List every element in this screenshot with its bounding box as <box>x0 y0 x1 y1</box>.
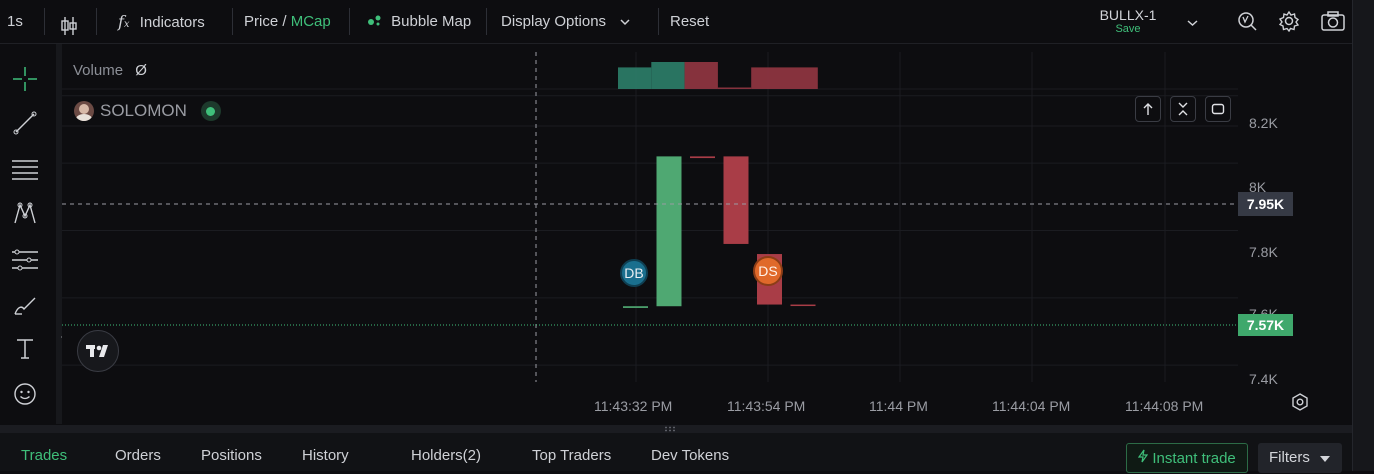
save-label[interactable]: Save <box>1115 23 1141 35</box>
time-tick: 11:44:04 PM <box>992 398 1071 414</box>
volume-bar <box>651 62 685 89</box>
bubble-map-label: Bubble Map <box>391 13 472 30</box>
series-legend: SOLOMON <box>74 100 221 122</box>
gear-icon[interactable] <box>1278 10 1300 36</box>
collapse-button[interactable] <box>1170 96 1196 122</box>
time-tick: 11:43:32 PM <box>594 398 673 414</box>
fib-tools-icon[interactable] <box>8 243 42 277</box>
price-mcap-toggle[interactable]: Price / MCap <box>244 0 331 43</box>
candle-series <box>623 156 816 308</box>
collapse-icon <box>1178 102 1188 116</box>
camera-icon[interactable] <box>1320 10 1346 36</box>
volume-label: Volume <box>73 62 124 79</box>
price-label: Price <box>244 13 279 30</box>
lightning-icon <box>1138 449 1152 467</box>
candles-icon[interactable] <box>60 11 78 35</box>
indicators-button[interactable]: fx Indicators <box>118 0 205 43</box>
volume-bar <box>784 67 818 89</box>
time-axis[interactable]: 11:43:32 PM 11:43:54 PM 11:44 PM 11:44:0… <box>62 384 1238 422</box>
indicators-label: Indicators <box>139 14 205 31</box>
token-name: SOLOMON <box>100 101 187 120</box>
last-price-label: 7.57K <box>1238 314 1293 336</box>
price-axis[interactable]: 8.2K 8K 7.8K 7.6K 7.4K 7.95K 7.57K <box>1238 52 1352 422</box>
tab-orders[interactable]: Orders <box>115 447 161 464</box>
volume-bar <box>618 67 652 89</box>
dev-sell-marker[interactable]: DS <box>753 256 783 286</box>
token-avatar <box>74 101 94 121</box>
reset-button[interactable]: Reset <box>670 13 710 30</box>
volume-bar <box>717 87 752 89</box>
candle <box>723 156 749 244</box>
candle <box>690 156 715 159</box>
layout-selector[interactable]: BULLX-1 Save <box>1096 7 1160 35</box>
toolbar-divider <box>56 44 62 424</box>
tab-holders[interactable]: Holders(2) <box>411 447 482 464</box>
display-options-label: Display Options <box>501 13 607 30</box>
bubble-map-button[interactable]: Bubble Map <box>367 0 471 43</box>
arrow-up-icon <box>1143 103 1153 115</box>
tradingview-logo-icon[interactable] <box>77 330 119 372</box>
candle <box>656 156 682 307</box>
tab-dev-tokens[interactable]: Dev Tokens <box>651 447 730 464</box>
trend-line-icon[interactable] <box>8 106 42 140</box>
time-tick: 11:44:08 PM <box>1125 398 1204 414</box>
bubble-icon <box>367 1 383 44</box>
layout-name: BULLX-1 <box>1099 7 1157 23</box>
fullscreen-icon <box>1211 103 1225 115</box>
brush-icon[interactable] <box>8 288 42 322</box>
volume-series <box>618 62 818 89</box>
crosshair-icon[interactable] <box>8 62 42 96</box>
volume-bar <box>751 67 785 89</box>
volume-bar <box>684 62 718 89</box>
candle <box>790 304 816 307</box>
instant-trade-label: Instant trade <box>1152 450 1236 467</box>
quick-search-icon[interactable] <box>1236 10 1258 36</box>
layout-chevron-down-icon[interactable] <box>1187 14 1198 31</box>
candle <box>623 306 648 308</box>
fullscreen-button[interactable] <box>1205 96 1231 122</box>
time-tick: 11:44 PM <box>869 398 928 414</box>
hexagon-settings-icon[interactable] <box>1290 392 1310 412</box>
right-scroll-panel[interactable] <box>1352 0 1374 471</box>
price-tick: 7.8K <box>1249 244 1278 260</box>
caret-down-icon <box>1320 449 1331 466</box>
grip-icon <box>665 426 675 432</box>
mcap-label: MCap <box>290 13 331 30</box>
time-tick: 11:43:54 PM <box>727 398 806 414</box>
price-tick: 8.2K <box>1249 115 1278 131</box>
drawing-toolbar <box>0 50 52 424</box>
pattern-icon[interactable] <box>8 197 42 231</box>
panel-resize-handle[interactable] <box>0 425 1352 433</box>
bottom-tabs: Trades Orders Positions History Holders(… <box>0 433 1352 473</box>
top-toolbar: 1s fx Indicators Price / MCap Bubble Map… <box>0 0 1352 43</box>
tab-top-traders[interactable]: Top Traders <box>532 447 612 464</box>
tab-trades[interactable]: Trades <box>21 447 68 464</box>
tab-history[interactable]: History <box>302 447 349 464</box>
chevron-down-icon <box>620 13 630 30</box>
price-chart[interactable] <box>62 52 1238 422</box>
crosshair-price-label: 7.95K <box>1238 192 1293 216</box>
instant-trade-button[interactable]: Instant trade <box>1126 443 1248 473</box>
volume-value: Ø <box>135 62 147 79</box>
filters-label: Filters <box>1269 449 1310 466</box>
tab-positions[interactable]: Positions <box>201 447 262 464</box>
function-icon: fx <box>118 12 130 31</box>
emoji-icon[interactable] <box>8 377 42 411</box>
scroll-up-button[interactable] <box>1135 96 1161 122</box>
status-dot-icon <box>200 101 221 121</box>
slash-label: / <box>282 13 287 30</box>
text-tool-icon[interactable] <box>8 332 42 366</box>
volume-legend: Volume Ø <box>73 62 147 79</box>
dev-buy-marker[interactable]: DB <box>620 259 648 287</box>
price-tick: 8K <box>1249 179 1267 195</box>
interval-selector[interactable]: 1s <box>7 13 23 30</box>
chart-grid <box>62 52 1238 382</box>
display-options-dropdown[interactable]: Display Options <box>501 0 630 43</box>
filters-button[interactable]: Filters <box>1258 443 1342 473</box>
horizontal-lines-icon[interactable] <box>8 152 42 186</box>
price-tick: 7.4K <box>1249 371 1278 387</box>
